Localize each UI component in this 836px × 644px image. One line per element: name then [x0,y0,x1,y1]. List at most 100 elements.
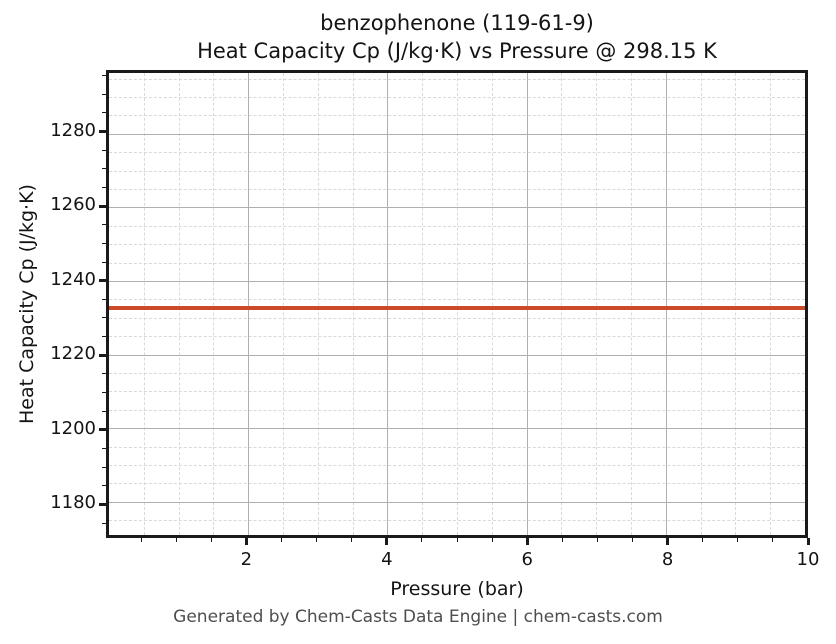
x-minor-tick [561,538,563,542]
y-minor-tick [102,373,106,375]
major-gridline-y [109,280,805,282]
minor-gridline-x [596,73,598,535]
x-minor-tick [281,538,282,542]
x-tick-label: 10 [796,549,820,570]
x-minor-tick [596,538,598,542]
x-tick-label: 8 [661,549,674,570]
minor-gridline-y [109,465,805,467]
y-tick-label: 1220 [50,343,96,365]
chart-subtitle: Heat Capacity Cp (J/kg·K) vs Pressure @ … [197,39,717,63]
x-major-tick [806,538,810,545]
minor-gridline-y [109,317,805,319]
plot-area [106,70,808,538]
y-minor-tick [102,392,106,394]
y-minor-tick [102,261,106,263]
y-minor-tick [102,485,106,487]
minor-gridline-x [561,73,563,535]
y-tick-label: 1180 [50,492,96,514]
minor-gridline-y [109,152,805,154]
minor-gridline-y [109,78,805,80]
x-minor-tick [737,538,739,542]
minor-gridline-x [178,73,180,535]
minor-gridline-x [352,73,354,535]
minor-gridline-x [700,73,702,535]
minor-gridline-x [770,73,772,535]
major-gridline-y [109,354,805,356]
minor-gridline-x [631,73,632,535]
minor-gridline-y [109,336,805,338]
y-minor-tick [102,112,106,114]
minor-gridline-y [109,115,805,117]
y-minor-tick [102,93,106,95]
y-major-tick [99,279,106,283]
y-major-tick [99,130,106,134]
minor-gridline-y [109,262,805,264]
x-minor-tick [421,538,423,542]
y-minor-tick [102,522,106,524]
minor-gridline-y [109,409,805,411]
minor-gridline-x [143,73,145,535]
major-gridline-x [526,73,528,535]
y-minor-tick [102,466,106,468]
y-minor-tick [102,336,106,338]
x-major-tick [385,538,389,545]
x-minor-tick [210,538,212,542]
major-gridline-x [248,73,250,535]
minor-gridline-x [283,73,284,535]
y-tick-label: 1280 [50,119,96,141]
y-minor-tick [102,149,106,151]
minor-gridline-x [213,73,215,535]
minor-gridline-y [109,188,805,190]
minor-gridline-y [109,244,805,246]
major-gridline-y [109,207,805,209]
y-major-tick [99,204,106,208]
minor-gridline-x [457,73,458,535]
y-major-tick [99,502,106,506]
x-tick-label: 4 [381,549,393,570]
minor-gridline-x [491,73,493,535]
x-tick-label: 6 [521,549,533,570]
y-major-tick [99,428,106,432]
grid-layer [109,73,805,535]
y-minor-tick [102,298,106,300]
series-layer [109,73,805,535]
major-gridline-y [109,428,805,430]
x-minor-tick [491,538,493,542]
y-major-tick [99,353,106,357]
y-tick-label: 1240 [50,268,96,290]
x-minor-tick [456,538,458,542]
footer-credit: Generated by Chem-Casts Data Engine | ch… [173,607,663,627]
minor-gridline-y [109,170,805,172]
major-gridline-y [109,501,805,503]
x-minor-tick [175,538,177,542]
x-major-tick [525,538,529,545]
minor-gridline-x [422,73,424,535]
y-axis-label: Heat Capacity Cp (J/kg·K) [16,184,38,424]
y-minor-tick [102,448,106,449]
x-minor-tick [632,538,633,542]
x-minor-tick [772,538,774,542]
minor-gridline-y [109,446,805,448]
y-tick-label: 1200 [50,417,96,439]
minor-gridline-y [109,299,805,301]
x-minor-tick [140,538,142,542]
major-gridline-x [387,73,389,535]
x-tick-label: 2 [240,549,253,570]
minor-gridline-y [109,373,805,375]
y-tick-label: 1260 [50,194,96,216]
major-gridline-y [109,133,805,135]
y-minor-tick [102,410,106,412]
cp-series-line [109,306,805,311]
y-minor-tick [102,186,106,188]
minor-gridline-y [109,483,805,485]
y-minor-tick [102,75,106,77]
y-minor-tick [102,317,106,319]
minor-gridline-y [109,520,805,522]
x-axis-label: Pressure (bar) [390,578,524,600]
y-minor-tick [102,168,106,170]
y-minor-tick [102,224,106,226]
x-minor-tick [351,538,353,542]
minor-gridline-y [109,96,805,98]
chart-title: benzophenone (119-61-9) [320,11,594,35]
